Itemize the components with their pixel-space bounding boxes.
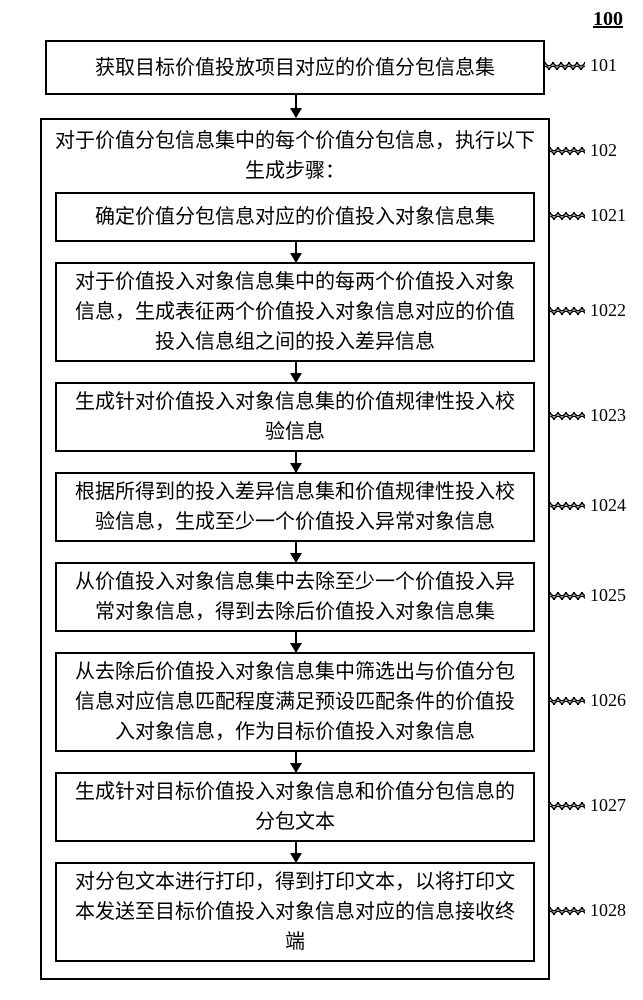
- step-1027-text: 生成针对目标价值投入对象信息和价值分包信息的分包文本: [67, 777, 523, 837]
- squiggle-connector: [550, 145, 585, 157]
- arrow-down: [295, 242, 297, 262]
- step-101-text: 获取目标价值投放项目对应的价值分包信息集: [95, 53, 495, 83]
- step-102-header: 对于价值分包信息集中的每个价值分包信息，执行以下生成步骤：: [55, 126, 535, 186]
- step-101-box: 获取目标价值投放项目对应的价值分包信息集: [45, 40, 545, 95]
- squiggle-connector: [550, 695, 585, 707]
- squiggle-connector: [550, 500, 585, 512]
- label-1026: 1026: [590, 690, 626, 711]
- step-1026-text: 从去除后价值投入对象信息集中筛选出与价值分包信息对应信息匹配程度满足预设匹配条件…: [67, 657, 523, 747]
- squiggle-connector: [550, 410, 585, 422]
- step-1028-text: 对分包文本进行打印，得到打印文本，以将打印文本发送至目标价值投入对象信息对应的信…: [67, 867, 523, 957]
- step-102-header-text: 对于价值分包信息集中的每个价值分包信息，执行以下生成步骤：: [55, 130, 535, 182]
- step-1025-text: 从价值投入对象信息集中去除至少一个价值投入异常对象信息，得到去除后价值投入对象信…: [67, 567, 523, 627]
- step-1024-box: 根据所得到的投入差异信息集和价值规律性投入校验信息，生成至少一个价值投入异常对象…: [55, 472, 535, 542]
- label-1024: 1024: [590, 495, 626, 516]
- label-1028: 1028: [590, 900, 626, 921]
- squiggle-connector: [550, 800, 585, 812]
- squiggle-connector: [550, 210, 585, 222]
- step-1026-box: 从去除后价值投入对象信息集中筛选出与价值分包信息对应信息匹配程度满足预设匹配条件…: [55, 652, 535, 752]
- step-1027-box: 生成针对目标价值投入对象信息和价值分包信息的分包文本: [55, 772, 535, 842]
- arrow-down: [295, 542, 297, 562]
- step-1023-text: 生成针对价值投入对象信息集的价值规律性投入校验信息: [67, 387, 523, 447]
- step-1022-box: 对于价值投入对象信息集中的每两个价值投入对象信息，生成表征两个价值投入对象信息对…: [55, 262, 535, 362]
- step-1023-box: 生成针对价值投入对象信息集的价值规律性投入校验信息: [55, 382, 535, 452]
- arrow-down: [295, 95, 297, 117]
- step-1021-text: 确定价值分包信息对应的价值投入对象信息集: [95, 202, 495, 232]
- arrow-down: [295, 632, 297, 652]
- step-1022-text: 对于价值投入对象信息集中的每两个价值投入对象信息，生成表征两个价值投入对象信息对…: [67, 267, 523, 357]
- label-1022: 1022: [590, 300, 626, 321]
- label-101: 101: [590, 55, 617, 76]
- arrow-down: [295, 842, 297, 862]
- figure-reference: 100: [593, 8, 623, 31]
- step-1021-box: 确定价值分包信息对应的价值投入对象信息集: [55, 192, 535, 242]
- label-1027: 1027: [590, 795, 626, 816]
- arrow-down: [295, 452, 297, 472]
- label-102: 102: [590, 140, 617, 161]
- arrow-down: [295, 752, 297, 772]
- flowchart-canvas: 100 获取目标价值投放项目对应的价值分包信息集 101 对于价值分包信息集中的…: [0, 0, 643, 1000]
- label-1025: 1025: [590, 585, 626, 606]
- step-1024-text: 根据所得到的投入差异信息集和价值规律性投入校验信息，生成至少一个价值投入异常对象…: [67, 477, 523, 537]
- arrow-down: [295, 362, 297, 382]
- label-1021: 1021: [590, 205, 626, 226]
- label-1023: 1023: [590, 405, 626, 426]
- squiggle-connector: [545, 60, 585, 72]
- step-1028-box: 对分包文本进行打印，得到打印文本，以将打印文本发送至目标价值投入对象信息对应的信…: [55, 862, 535, 962]
- squiggle-connector: [550, 305, 585, 317]
- step-1025-box: 从价值投入对象信息集中去除至少一个价值投入异常对象信息，得到去除后价值投入对象信…: [55, 562, 535, 632]
- squiggle-connector: [550, 905, 585, 917]
- squiggle-connector: [550, 590, 585, 602]
